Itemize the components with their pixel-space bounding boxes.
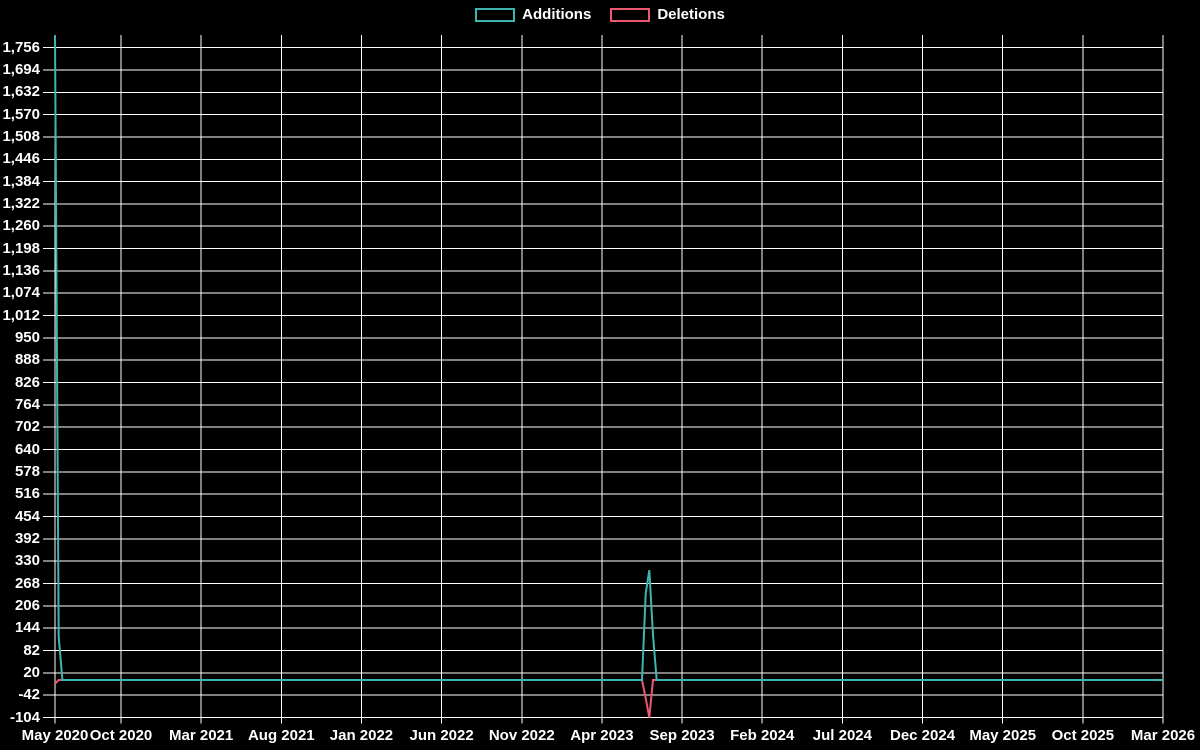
x-tick-label: May 2025 [969, 727, 1037, 744]
y-tick-label: 1,508 [2, 127, 40, 145]
x-tick-label: Sep 2023 [649, 727, 715, 744]
y-tick-label: 1,570 [2, 105, 40, 123]
y-tick-label: 1,384 [2, 172, 40, 190]
y-tick-label: 454 [14, 507, 40, 525]
y-tick-label: 764 [14, 395, 40, 413]
x-tick-label: Oct 2025 [1051, 727, 1115, 744]
y-tick-label: 330 [14, 552, 40, 570]
y-tick-label: 1,136 [2, 261, 40, 279]
y-tick-label: 950 [14, 328, 40, 346]
deletions-line [54, 679, 1163, 718]
y-tick-label: 516 [14, 485, 40, 503]
y-tick-label: 640 [14, 440, 40, 458]
y-tick-label: 20 [23, 663, 40, 681]
x-tick-label: Apr 2023 [570, 727, 634, 744]
y-tick-label: 1,446 [2, 150, 40, 168]
y-tick-label: 392 [14, 529, 40, 547]
additions-swatch-icon [475, 7, 516, 22]
y-tick-label: 1,198 [2, 239, 40, 257]
y-tick-label: 1,756 [2, 38, 40, 56]
legend-item-deletions[interactable]: Deletions [610, 7, 725, 22]
x-tick-label: Aug 2021 [247, 727, 315, 744]
legend-label-additions: Additions [522, 6, 592, 23]
y-tick-label: 1,260 [2, 217, 40, 235]
y-tick-label: 888 [14, 351, 40, 369]
y-tick-label: 1,694 [2, 60, 40, 78]
y-tick-label: 826 [14, 373, 40, 391]
y-tick-label: 578 [14, 462, 40, 480]
deletions-swatch-icon [610, 7, 651, 22]
y-tick-label: 268 [14, 574, 40, 592]
x-tick-label: Jan 2022 [329, 727, 394, 744]
x-tick-label: May 2020 [21, 727, 89, 744]
x-tick-label: Dec 2024 [890, 727, 956, 744]
x-tick-label: Jul 2024 [812, 727, 872, 744]
y-tick-label: -42 [18, 686, 40, 704]
legend: Additions Deletions [0, 7, 1200, 22]
y-tick-label: 1,074 [2, 284, 40, 302]
x-tick-label: Jun 2022 [409, 727, 474, 744]
y-tick-label: -104 [9, 708, 40, 726]
y-tick-label: 206 [14, 596, 40, 614]
x-tick-label: Nov 2022 [488, 727, 555, 744]
legend-item-additions[interactable]: Additions [475, 7, 591, 22]
additions-line [54, 35, 1163, 681]
y-tick-label: 702 [14, 418, 40, 436]
y-tick-label: 144 [14, 619, 40, 637]
y-tick-label: 1,322 [2, 194, 40, 212]
x-tick-label: Mar 2026 [1130, 727, 1196, 744]
x-tick-label: Mar 2021 [169, 727, 234, 744]
x-tick-label: Feb 2024 [730, 727, 795, 744]
legend-label-deletions: Deletions [657, 6, 725, 23]
y-tick-label: 1,012 [2, 306, 40, 324]
y-tick-label: 82 [23, 641, 40, 659]
x-tick-label: Oct 2020 [89, 727, 153, 744]
y-tick-label: 1,632 [2, 83, 40, 101]
